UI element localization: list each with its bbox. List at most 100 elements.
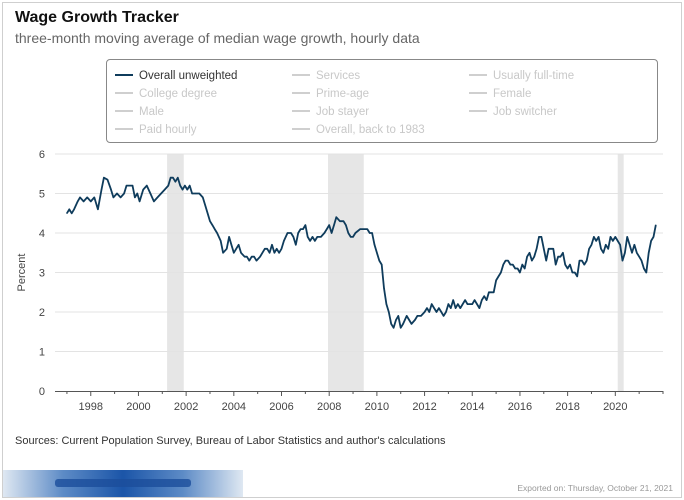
data-point	[255, 260, 258, 262]
y-tick-label: 6	[39, 149, 45, 161]
data-point	[238, 244, 240, 246]
data-point	[588, 248, 590, 250]
data-point	[300, 228, 302, 230]
legend-item-prime-age[interactable]: Prime-age	[292, 86, 369, 102]
x-tick-label: 2006	[269, 401, 293, 413]
data-point	[146, 185, 148, 187]
data-point	[266, 248, 268, 250]
data-point	[447, 303, 449, 305]
data-point	[388, 311, 390, 313]
data-point	[304, 224, 306, 226]
data-point	[112, 196, 114, 198]
data-point	[86, 196, 88, 198]
data-point	[569, 264, 571, 266]
data-point	[552, 248, 554, 250]
legend-item-job-stayer[interactable]: Job stayer	[292, 104, 369, 120]
data-point	[533, 256, 535, 258]
data-point	[307, 236, 309, 238]
data-point	[567, 267, 569, 270]
legend-item-usually-full-time[interactable]: Usually full-time	[469, 68, 574, 84]
data-point	[512, 264, 514, 266]
data-point	[548, 248, 550, 250]
data-point	[390, 323, 392, 325]
legend-swatch	[115, 73, 133, 76]
data-point	[609, 236, 612, 238]
data-point	[125, 185, 128, 187]
data-point	[339, 220, 341, 222]
legend-item-overall-unweighted[interactable]: Overall unweighted	[115, 68, 237, 84]
legend-item-services[interactable]: Services	[292, 68, 360, 84]
data-point	[555, 264, 557, 266]
data-point	[228, 236, 230, 238]
legend-item-job-switcher[interactable]: Job switcher	[469, 104, 557, 120]
data-point	[184, 185, 186, 187]
data-point	[581, 260, 583, 262]
data-point	[345, 224, 347, 226]
data-point	[507, 260, 509, 262]
legend-item-paid-hourly[interactable]: Paid hourly	[115, 122, 197, 138]
data-point	[571, 271, 574, 274]
x-tick-label: 2018	[555, 401, 579, 413]
data-point	[100, 189, 103, 191]
legend-swatch	[469, 91, 487, 94]
data-point	[235, 248, 237, 250]
legend-item-male[interactable]: Male	[115, 104, 164, 120]
data-point	[106, 179, 109, 181]
data-point	[545, 260, 547, 262]
data-point	[93, 196, 95, 198]
x-tick-label: 2004	[222, 401, 246, 413]
data-point	[590, 244, 593, 246]
data-point	[414, 319, 416, 321]
data-point	[598, 236, 600, 238]
legend-swatch	[115, 91, 133, 94]
data-point	[462, 303, 464, 305]
data-point	[273, 252, 275, 254]
data-point	[156, 196, 159, 198]
data-point	[633, 244, 636, 246]
data-point	[395, 319, 397, 321]
data-point	[600, 248, 602, 250]
data-point	[83, 200, 85, 202]
data-point	[128, 185, 130, 187]
data-point	[408, 319, 410, 321]
data-point	[474, 299, 476, 301]
data-point	[342, 220, 345, 222]
legend-label: Overall, back to 1983	[316, 124, 425, 136]
data-point	[182, 189, 184, 191]
data-point	[314, 240, 316, 242]
data-point	[410, 323, 413, 325]
data-point	[455, 307, 457, 309]
data-point	[629, 244, 631, 246]
data-point	[364, 228, 366, 230]
legend-item-college-degree[interactable]: College degree	[115, 86, 217, 102]
data-point	[259, 256, 261, 258]
data-point	[435, 311, 438, 313]
legend-swatch	[469, 73, 487, 76]
data-point	[209, 220, 211, 222]
legend-swatch	[115, 127, 133, 130]
legend-item-female[interactable]: Female	[469, 86, 531, 102]
data-point	[440, 311, 442, 313]
data-point	[189, 185, 191, 187]
data-point	[295, 244, 297, 246]
data-point	[202, 196, 204, 198]
data-point	[528, 252, 531, 254]
data-point	[226, 248, 228, 250]
legend-label: Overall unweighted	[139, 70, 238, 82]
data-point	[645, 271, 647, 274]
data-point	[524, 267, 526, 270]
x-tick-label: 2014	[460, 401, 484, 413]
data-point	[416, 315, 418, 317]
data-point	[309, 240, 311, 242]
data-point	[488, 291, 490, 293]
x-tick-label: 2000	[126, 401, 150, 413]
data-point	[261, 252, 263, 254]
data-point	[650, 240, 652, 242]
data-point	[583, 264, 585, 266]
legend-item-overall-back-to-1983[interactable]: Overall, back to 1983	[292, 122, 425, 138]
data-point	[428, 311, 430, 313]
legend: Overall unweighted Services Usually full…	[106, 59, 658, 143]
data-point	[320, 236, 322, 238]
data-point	[438, 307, 440, 309]
data-point	[333, 224, 335, 226]
